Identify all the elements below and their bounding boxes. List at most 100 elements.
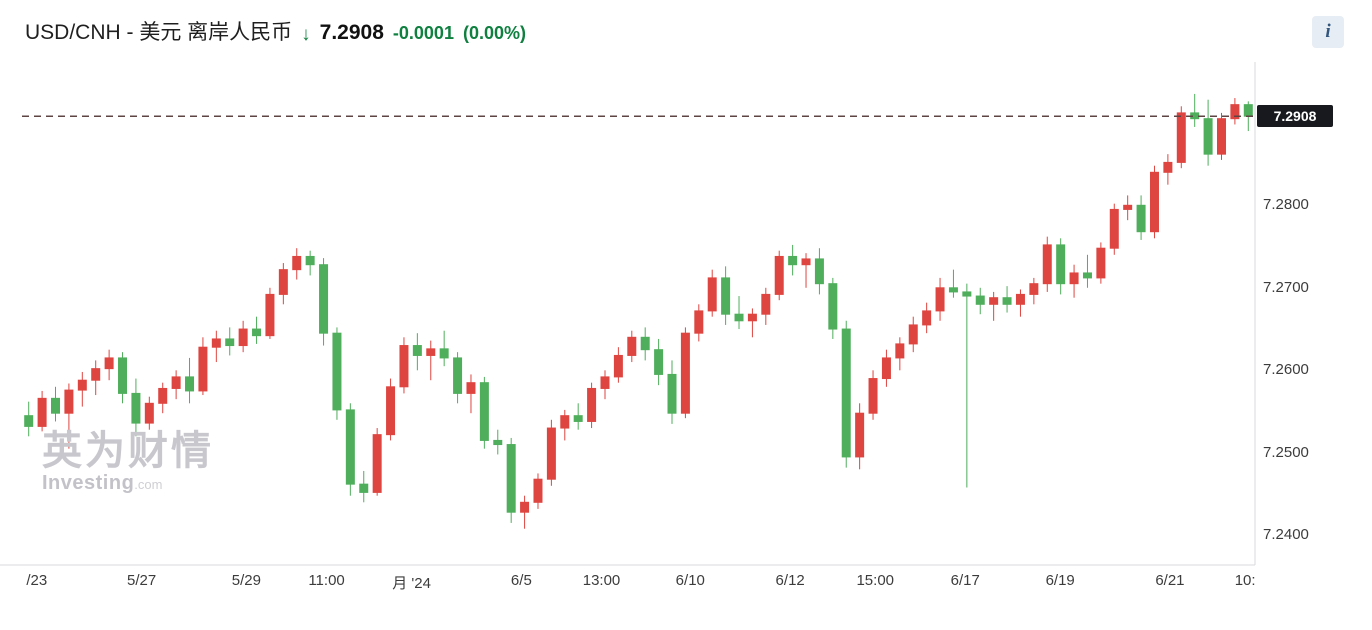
candle-body <box>533 478 543 503</box>
candle-body <box>1109 208 1119 249</box>
candle-body <box>131 392 141 424</box>
candle-body <box>453 357 463 394</box>
candle-body <box>51 397 61 414</box>
candle-body <box>627 336 637 356</box>
candle-body <box>319 264 329 334</box>
candle-body <box>479 382 489 441</box>
candle-body <box>265 293 275 337</box>
candle-body <box>707 277 717 312</box>
candle-body <box>1002 297 1012 305</box>
candle-body <box>1123 204 1133 210</box>
candle-body <box>1216 118 1226 155</box>
instrument-name: USD/CNH - 美元 离岸人民币 <box>25 21 293 44</box>
candle-body <box>667 373 677 414</box>
candle-body <box>908 324 918 345</box>
candle-body <box>774 255 784 295</box>
candle-body <box>1015 293 1025 305</box>
price-change-percent: (0.00%) <box>462 23 526 43</box>
candle-body <box>37 397 47 427</box>
candle-body <box>948 287 958 293</box>
candle-body <box>118 357 128 394</box>
candle-body <box>613 354 623 378</box>
last-price-tag: 7.2908 <box>1257 105 1333 128</box>
candle-body <box>520 501 530 513</box>
candle-body <box>399 345 409 388</box>
candle-body <box>104 357 114 370</box>
candle-body <box>77 379 87 391</box>
candle-body <box>64 389 74 414</box>
candle-body <box>895 343 905 359</box>
candle-body <box>560 415 570 429</box>
candle-body <box>922 310 932 326</box>
candle-body <box>292 255 302 271</box>
candle-body <box>198 346 208 392</box>
candle-body <box>185 376 195 392</box>
candle-body <box>412 345 422 356</box>
candle-body <box>305 255 315 266</box>
candle-body <box>828 283 838 330</box>
candle-body <box>91 368 101 381</box>
info-icon[interactable]: i <box>1312 16 1344 48</box>
candle-body <box>989 297 999 305</box>
candle-body <box>211 338 221 348</box>
candle-body <box>24 415 34 427</box>
arrow-down-icon: ↓ <box>301 24 311 45</box>
candle-body <box>881 357 891 380</box>
candle-body <box>225 338 235 347</box>
instrument-header: USD/CNH - 美元 离岸人民币 ↓ 7.2908 -0.0001 (0.0… <box>25 16 526 46</box>
candle-body <box>158 387 168 404</box>
candle-body <box>935 287 945 312</box>
candle-body <box>640 336 650 351</box>
candle-body <box>1056 244 1066 285</box>
candle-body <box>975 295 985 305</box>
candle-body <box>1230 104 1240 120</box>
candle-body <box>278 269 288 295</box>
candle-body <box>814 258 824 285</box>
candle-body <box>372 434 382 493</box>
candle-body <box>600 376 610 389</box>
candle-body <box>654 349 664 375</box>
candle-body <box>506 444 516 513</box>
candle-body <box>734 313 744 322</box>
candle-body <box>962 291 972 297</box>
candle-body <box>841 328 851 458</box>
candle-body <box>144 402 154 424</box>
candle-body <box>1082 272 1092 279</box>
candle-body <box>680 332 690 414</box>
candle-body <box>1069 272 1079 285</box>
candle-body <box>345 409 355 485</box>
candle-body <box>587 387 597 422</box>
candle-body <box>721 277 731 315</box>
candle-body <box>1136 204 1146 233</box>
candle-body <box>855 412 865 458</box>
candle-body <box>1203 118 1213 155</box>
candle-body <box>426 348 436 356</box>
candle-body <box>1029 283 1039 295</box>
candle-body <box>868 378 878 414</box>
candle-body <box>439 348 449 359</box>
candle-body <box>747 313 757 322</box>
last-price: 7.2908 <box>319 21 384 44</box>
candle-body <box>493 439 503 446</box>
candle-body <box>788 255 798 266</box>
candle-body <box>546 427 556 480</box>
candle-body <box>1042 244 1052 285</box>
candle-body <box>359 483 369 493</box>
candle-body <box>1163 161 1173 173</box>
candle-body <box>332 332 342 411</box>
candle-body <box>171 376 181 389</box>
candle-body <box>801 258 811 266</box>
candle-body <box>252 328 262 337</box>
candle-body <box>761 293 771 315</box>
candle-body <box>1176 112 1186 163</box>
candle-body <box>573 415 583 422</box>
candle-body <box>694 310 704 334</box>
candle-body <box>466 382 476 394</box>
candle-body <box>1243 104 1253 117</box>
price-change: -0.0001 <box>392 23 454 43</box>
candle-body <box>1096 247 1106 279</box>
candle-body <box>386 386 396 436</box>
candle-body <box>1149 171 1159 233</box>
candle-body <box>238 328 248 347</box>
